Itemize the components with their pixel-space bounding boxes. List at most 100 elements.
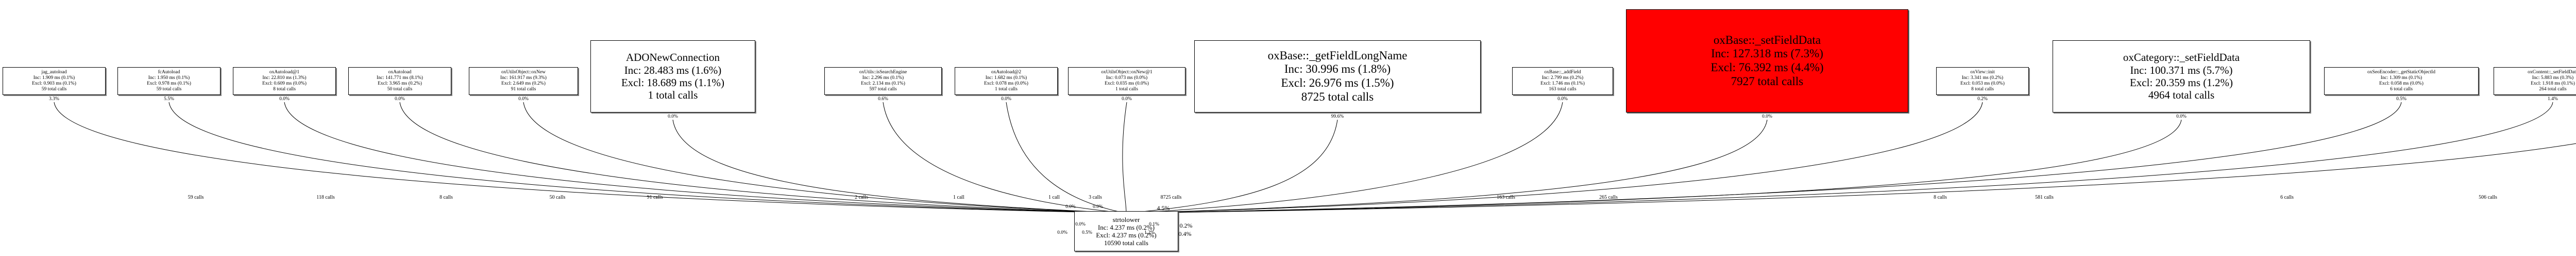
node-inc-text: Inc: 0.073 ms (0.0%) <box>1106 75 1148 81</box>
node-excl-text: Excl: 18.689 ms (1.1%) <box>621 76 725 89</box>
node-inc-text: Inc: 1.950 ms (0.1%) <box>148 75 190 81</box>
hub-pct-label-hp-9: 1.2% <box>1144 230 1155 235</box>
edge-calls-label-e-sfd: 265 calls <box>1599 195 1618 200</box>
node-name-text: oxContent::_setFieldData <box>2528 69 2576 75</box>
node-inc-text: Inc: 28.483 ms (1.6%) <box>624 63 722 76</box>
node-calls-text: 4964 total calls <box>2148 89 2215 102</box>
node-excl-text: Excl: 0.609 ms (0.0%) <box>262 81 307 86</box>
graph-node-fcAutoload[interactable]: fcAutoload Inc: 1.950 ms (0.1%) Excl: 0.97… <box>117 67 221 95</box>
node-pct-label-ADONewConnection: 0.0% <box>668 114 678 119</box>
node-name-text: oxCategory::_setFieldData <box>2123 51 2240 64</box>
node-name-text: oxUtilsObject::oxNew@1 <box>1101 69 1153 75</box>
edge-calls-label-e-ado: 2 calls <box>855 195 868 200</box>
node-name-text: oxUtilsObject::oxNew <box>501 69 546 75</box>
node-calls-text: 8 total calls <box>273 87 296 92</box>
node-calls-text: 59 total calls <box>41 87 67 92</box>
hub-pct-label-hp-7: 0.0% <box>1057 230 1067 235</box>
graph-node-oxBase_addField[interactable]: oxBase::_addField Inc: 2.799 ms (0.2%) Exc… <box>1512 67 1613 95</box>
node-pct-label-oxAutoload: 0.0% <box>395 97 405 102</box>
node-pct-label-oxSeoEncoder_getStaticObjectId: 0.5% <box>2396 97 2406 102</box>
node-excl-text: Excl: 1.918 ms (0.1%) <box>2531 81 2575 86</box>
node-inc-text: Inc: 100.371 ms (5.7%) <box>2130 63 2233 76</box>
node-name-text: jag_autoload <box>41 69 67 75</box>
graph-node-oxBase_getFieldLongName[interactable]: oxBase::_getFieldLongName Inc: 30.996 ms … <box>1194 40 1481 113</box>
edge-calls-label-e-cat: 581 calls <box>2035 195 2054 200</box>
graph-node-oxBase_setFieldData[interactable]: oxBase::_setFieldData Inc: 127.318 ms (7.… <box>1626 9 1908 113</box>
edge-calls-label-e-cont: 506 calls <box>2479 195 2497 200</box>
node-name-text: oxAutoload@2 <box>991 69 1022 75</box>
graph-node-oxAutoload[interactable]: oxAutoload Inc: 141.771 ms (8.1%) Excl: 3.… <box>348 67 451 95</box>
node-name-text: oxAutoload@1 <box>269 69 300 75</box>
node-calls-text: 8725 total calls <box>1301 90 1374 103</box>
graph-node-jag_autoload[interactable]: jag_autoload Inc: 1.909 ms (0.1%) Excl: 0.… <box>3 67 106 95</box>
graph-node-ADONewConnection[interactable]: ADONewConnection Inc: 28.483 ms (1.6%) Exc… <box>590 40 755 113</box>
graph-node-oxAutoload_at2[interactable]: oxAutoload@2 Inc: 1.682 ms (0.1%) Excl: 0.… <box>955 67 1058 95</box>
node-excl-text: Excl: 76.392 ms (4.4%) <box>1710 61 1824 74</box>
edge-calls-label-e-isse: 1 call <box>953 195 964 200</box>
graph-node-oxAutoload_at1[interactable]: oxAutoload@1 Inc: 22.810 ms (1.3%) Excl: 0… <box>233 67 336 95</box>
node-calls-text: 264 total calls <box>2539 87 2567 92</box>
node-name-text: oxAutoload <box>388 69 412 75</box>
edge-calls-label-e-oxnew1: 3 calls <box>1089 195 1102 200</box>
node-pct-label-oxAutoload_at2: 0.0% <box>1001 97 1011 102</box>
node-excl-text: Excl: 2.134 ms (0.1%) <box>861 81 905 86</box>
node-inc-text: Inc: 127.318 ms (7.3%) <box>1711 47 1823 60</box>
node-pct-label-oxBase_setFieldData: 0.0% <box>1762 114 1772 119</box>
node-calls-text: 163 total calls <box>1549 87 1577 92</box>
call-edge-e-cat <box>1126 119 2182 214</box>
node-calls-text: 6 total calls <box>2390 87 2413 92</box>
node-inc-text: Inc: 2.296 ms (0.1%) <box>862 75 904 81</box>
graph-node-oxView_init[interactable]: oxView::init Inc: 3.341 ms (0.2%) Excl: 0.… <box>1936 67 2029 95</box>
node-name-text: oxUtils::isSearchEngine <box>859 69 907 75</box>
node-excl-text: Excl: 0.903 ms (0.1%) <box>32 81 76 86</box>
call-edge-e-axl1 <box>284 102 1127 214</box>
node-excl-text: Excl: 0.978 ms (0.1%) <box>147 81 191 86</box>
call-edge-e-axl <box>399 102 1127 214</box>
node-inc-text: Inc: 1.309 ms (0.1%) <box>2380 75 2422 81</box>
node-excl-text: Excl: 0.035 ms (0.0%) <box>1105 81 1149 86</box>
hub-pct-label-hp-10: 0.4% <box>1178 230 1192 237</box>
node-pct-label-oxContent_setFieldData: 1.4% <box>2548 97 2558 102</box>
graph-node-oxUtilsObject_oxNew_at1[interactable]: oxUtilsObject::oxNew@1 Inc: 0.073 ms (0.0… <box>1068 67 1185 95</box>
call-edge-e-oxnew1 <box>1122 102 1127 214</box>
node-calls-text: 7927 total calls <box>1731 74 1804 88</box>
graph-node-oxUtilsObject_oxNew[interactable]: oxUtilsObject::oxNew Inc: 161.917 ms (9.3… <box>469 67 578 95</box>
node-inc-text: Inc: 30.996 ms (1.8%) <box>1284 62 1391 76</box>
node-pct-label-oxUtilsObject_oxNew_at1: 0.0% <box>1122 97 1132 102</box>
hub-pct-label-hp-5: 0.1% <box>1149 222 1159 227</box>
edge-calls-label-e-gfln: 8725 calls <box>1160 195 1182 200</box>
node-calls-text: 1 total calls <box>995 87 1018 92</box>
node-excl-text: Excl: 20.359 ms (1.2%) <box>2129 76 2233 89</box>
node-excl-text: Excl: 0.053 ms (0.0%) <box>1960 81 2005 86</box>
node-pct-label-oxUtils_isSearchEngine: 0.6% <box>878 97 888 102</box>
edge-calls-label-e-addf: 163 calls <box>1497 195 1515 200</box>
node-pct-label-oxCategory_setFieldData: 0.0% <box>2176 114 2187 119</box>
node-excl-text: Excl: 1.746 ms (0.1%) <box>1540 81 1585 86</box>
node-excl-text: Excl: 0.058 ms (0.0%) <box>2379 81 2424 86</box>
node-calls-text: 91 total calls <box>511 87 536 92</box>
edge-calls-label-e-axl2: 1 call <box>1048 195 1060 200</box>
graph-node-oxUtils_isSearchEngine[interactable]: oxUtils::isSearchEngine Inc: 2.296 ms (0.… <box>824 67 942 95</box>
node-name-text: oxBase::_getFieldLongName <box>1267 49 1408 62</box>
node-inc-text: Inc: 2.799 ms (0.2%) <box>1541 75 1584 81</box>
node-calls-text: 1 total calls <box>1115 87 1138 92</box>
node-name-text: oxSeoEncoder::_getStaticObjectId <box>2367 69 2435 75</box>
graph-node-oxContent_setFieldData[interactable]: oxContent::_setFieldData Inc: 5.883 ms (0… <box>2494 67 2576 95</box>
call-edge-e-axl2 <box>1006 102 1127 214</box>
graph-node-oxSeoEncoder_getStaticObjectId[interactable]: oxSeoEncoder::_getStaticObjectId Inc: 1.3… <box>2324 67 2479 95</box>
graph-node-oxCategory_setFieldData[interactable]: oxCategory::_setFieldData Inc: 100.371 ms… <box>2053 40 2310 113</box>
graph-node-strtolower[interactable]: strtolower Inc: 4.237 ms (0.2%) Excl: 4.23… <box>1074 211 1178 251</box>
node-calls-text: 59 total calls <box>156 87 182 92</box>
call-edge-e-oxnew <box>523 102 1127 214</box>
node-name-text: fcAutoload <box>158 69 180 75</box>
node-calls-text: 50 total calls <box>387 87 413 92</box>
node-inc-text: Inc: 161.917 ms (9.3%) <box>500 75 547 81</box>
node-calls-text: 10590 total calls <box>1104 239 1148 247</box>
node-calls-text: 597 total calls <box>869 87 897 92</box>
node-pct-label-fcAutoload: 5.5% <box>164 97 174 102</box>
hub-pct-label-hp-6: 0.2% <box>1179 222 1193 229</box>
node-name-text: oxView::init <box>1970 69 1995 75</box>
node-inc-text: Inc: 1.909 ms (0.1%) <box>33 75 75 81</box>
node-pct-label-oxUtilsObject_oxNew: 0.0% <box>518 97 529 102</box>
